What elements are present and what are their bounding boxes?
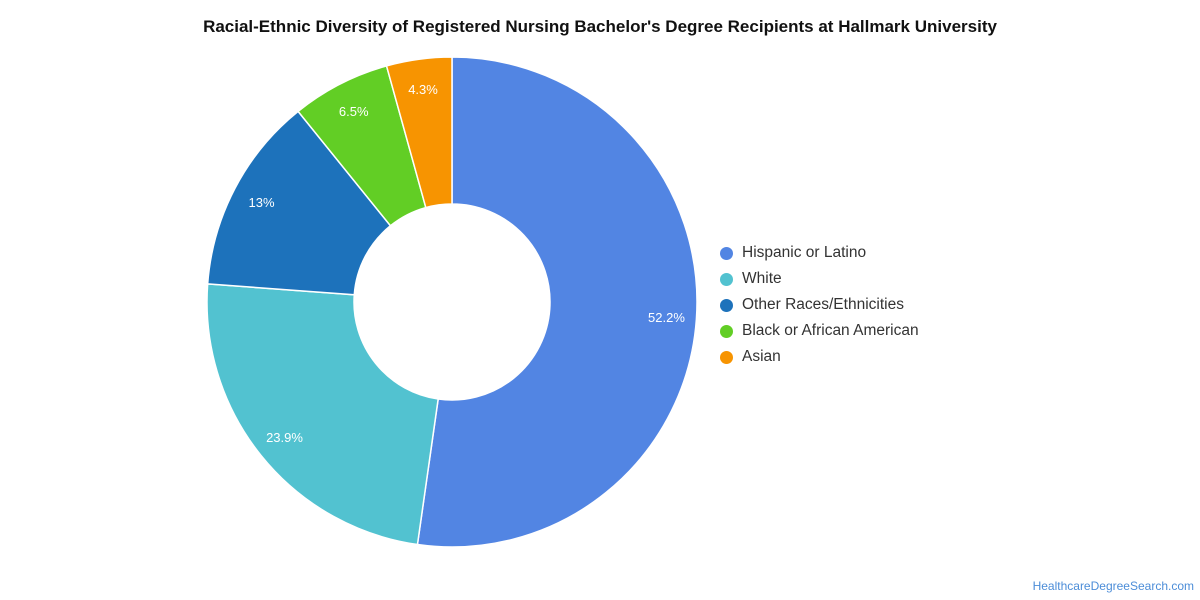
legend-swatch-icon (720, 272, 733, 286)
legend-label: Other Races/Ethnicities (742, 296, 904, 313)
legend-label: Asian (742, 348, 781, 365)
legend-item[interactable]: White (720, 266, 919, 292)
legend-swatch-icon (720, 324, 733, 338)
chart-legend: Hispanic or Latino White Other Races/Ethni… (720, 240, 919, 370)
legend-label: Black or African American (742, 322, 919, 339)
legend-swatch-icon (720, 350, 733, 364)
slice-label: 23.9% (266, 430, 303, 445)
legend-item[interactable]: Other Races/Ethnicities (720, 292, 919, 318)
slice-label: 13% (249, 195, 275, 210)
legend-item[interactable]: Asian (720, 344, 919, 370)
legend-swatch-icon (720, 298, 733, 312)
legend-item[interactable]: Hispanic or Latino (720, 240, 919, 266)
legend-label: Hispanic or Latino (742, 244, 867, 261)
slice-asian[interactable] (385, 56, 453, 209)
slice-hispanic-or-latino[interactable] (416, 56, 698, 548)
legend-swatch-icon (720, 246, 733, 260)
site-credit-link[interactable]: HealthcareDegreeSearch.com (1032, 579, 1194, 593)
legend-label: White (742, 270, 782, 287)
slice-label: 4.3% (408, 82, 438, 97)
slice-other-races-ethnicities[interactable] (206, 110, 392, 296)
legend-item[interactable]: Black or African American (720, 318, 919, 344)
slice-label: 6.5% (339, 104, 369, 119)
slice-white[interactable] (206, 283, 440, 546)
slice-label: 52.2% (648, 310, 685, 325)
chart-title: Racial-Ethnic Diversity of Registered Nu… (203, 17, 997, 36)
